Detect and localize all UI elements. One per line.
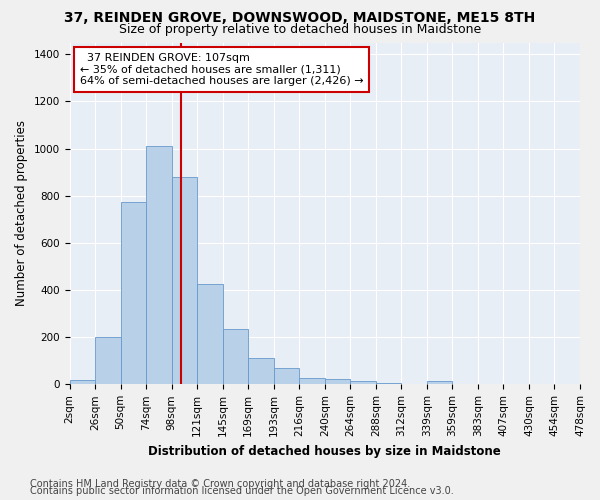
Bar <box>172 177 197 384</box>
X-axis label: Distribution of detached houses by size in Maidstone: Distribution of detached houses by size … <box>148 444 501 458</box>
Bar <box>95 337 121 384</box>
Bar <box>146 146 172 384</box>
Text: Size of property relative to detached houses in Maidstone: Size of property relative to detached ho… <box>119 22 481 36</box>
Text: Contains HM Land Registry data © Crown copyright and database right 2024.: Contains HM Land Registry data © Crown c… <box>30 479 410 489</box>
Bar <box>223 329 248 384</box>
Bar <box>70 380 95 384</box>
Y-axis label: Number of detached properties: Number of detached properties <box>15 120 28 306</box>
Bar <box>274 368 299 384</box>
Text: 37 REINDEN GROVE: 107sqm  
← 35% of detached houses are smaller (1,311)
64% of s: 37 REINDEN GROVE: 107sqm ← 35% of detach… <box>80 53 364 86</box>
Bar <box>325 379 350 384</box>
Text: 37, REINDEN GROVE, DOWNSWOOD, MAIDSTONE, ME15 8TH: 37, REINDEN GROVE, DOWNSWOOD, MAIDSTONE,… <box>64 11 536 25</box>
Bar <box>427 382 452 384</box>
Bar <box>376 382 401 384</box>
Text: Contains public sector information licensed under the Open Government Licence v3: Contains public sector information licen… <box>30 486 454 496</box>
Bar <box>121 202 146 384</box>
Bar <box>350 381 376 384</box>
Bar <box>299 378 325 384</box>
Bar <box>248 358 274 384</box>
Bar <box>197 284 223 384</box>
